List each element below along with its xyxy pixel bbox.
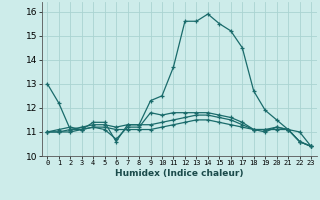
X-axis label: Humidex (Indice chaleur): Humidex (Indice chaleur)	[115, 169, 244, 178]
